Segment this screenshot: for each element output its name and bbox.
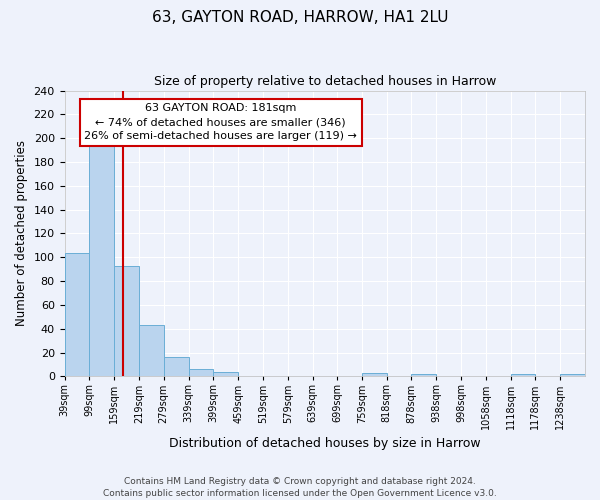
Bar [114,266,139,376]
Y-axis label: Number of detached properties: Number of detached properties [15,140,28,326]
Bar [65,252,89,376]
X-axis label: Distribution of detached houses by size in Harrow: Distribution of detached houses by size … [169,437,481,450]
Title: Size of property relative to detached houses in Harrow: Size of property relative to detached ho… [154,75,496,88]
Text: 63, GAYTON ROAD, HARROW, HA1 2LU: 63, GAYTON ROAD, HARROW, HA1 2LU [152,10,448,25]
Bar [412,374,436,376]
Text: Contains HM Land Registry data © Crown copyright and database right 2024.
Contai: Contains HM Land Registry data © Crown c… [103,476,497,498]
Text: 63 GAYTON ROAD: 181sqm
← 74% of detached houses are smaller (346)
26% of semi-de: 63 GAYTON ROAD: 181sqm ← 74% of detached… [84,104,357,142]
Bar [89,138,114,376]
Bar [164,358,188,376]
Bar [362,373,387,376]
Bar [139,325,164,376]
Bar [214,372,238,376]
Bar [511,374,535,376]
Bar [560,374,585,376]
Bar [188,369,214,376]
